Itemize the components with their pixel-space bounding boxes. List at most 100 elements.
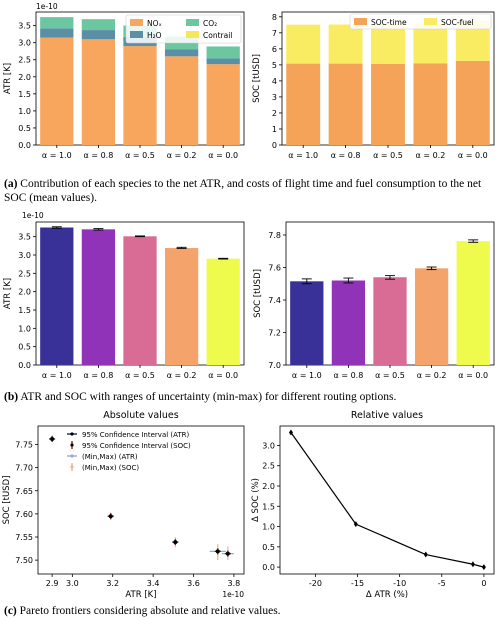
- b_right-xtick-label: α = 0.5: [375, 371, 405, 380]
- a-left-legend-swatch: [130, 31, 143, 38]
- chart-a-right: 0 1 2 3 4 5 6 7 8 SOC [tUSD] α = 1.0 α = 0.8 α = 0.5…: [252, 11, 495, 160]
- c-right-xtick-label: -10: [393, 579, 406, 588]
- a-left-legend-swatch: [186, 19, 199, 26]
- b_right-ytick-label: 7.0: [268, 361, 281, 370]
- a-right-ytick-label: 0: [272, 141, 277, 150]
- a-left-bar-0: [164, 56, 199, 146]
- b_left-scale-label: 1e-10: [22, 211, 44, 220]
- a-left-ytick-label: 1.0: [18, 107, 31, 116]
- c-left-ytick-label: 7.55: [15, 533, 33, 542]
- a-right-bar-0: [328, 63, 363, 145]
- c-right-point: [470, 561, 475, 568]
- c-right-ytick-label: 1.0: [262, 523, 275, 532]
- a-right-bar-1: [371, 24, 405, 64]
- c-left-legend-dot: [70, 454, 74, 458]
- b_left-ytick-label: 3.5: [18, 233, 31, 242]
- b_right-ylabel: SOC [tUSD]: [253, 269, 263, 318]
- a-left-bar-2: [81, 19, 116, 31]
- a-left-xtick-label: α = 0.2: [167, 151, 197, 160]
- a-left-ylabel: ATR [K]: [3, 63, 13, 94]
- c-left-legend-dot: [70, 443, 74, 447]
- b_right-bar: [456, 241, 490, 365]
- b_right-xtick-label: α = 0.8: [334, 371, 364, 380]
- a-left-legend-label: NOₓ: [147, 19, 162, 28]
- c-left-point: [50, 436, 55, 441]
- a-left-bar-1: [164, 49, 199, 57]
- a-left-xtick-label: α = 0.0: [208, 151, 238, 160]
- b_left-xtick-label: α = 0.8: [84, 371, 114, 380]
- b_right-xtick-label: α = 0.0: [458, 371, 488, 380]
- b_right-ytick-label: 7.4: [268, 296, 281, 305]
- a-left-legend-label: Contrail: [203, 31, 232, 40]
- c-left-point: [108, 514, 113, 519]
- b_left-xtick-label: α = 1.0: [42, 371, 72, 380]
- a-right-bar-0: [455, 60, 490, 146]
- b_right-xtick-label: α = 0.2: [417, 371, 447, 380]
- a-right-legend-swatch: [354, 18, 367, 25]
- b_left-bar: [40, 227, 74, 365]
- a-left-ytick-label: 0.5: [18, 124, 31, 133]
- b_right-xtick-label: α = 1.0: [292, 371, 322, 380]
- a-right-xtick-label: α = 1.0: [288, 151, 318, 160]
- c-left-point: [215, 549, 220, 554]
- c-left-title: Absolute values: [103, 410, 178, 421]
- b_left-ytick-label: 1.0: [18, 324, 31, 333]
- b_left-xtick-label: α = 0.2: [167, 371, 197, 380]
- a-right-ytick-label: 2: [272, 109, 277, 118]
- c-left-xtick-label: 3.6: [187, 579, 200, 588]
- c-right-point: [481, 564, 486, 571]
- a-left-ytick-label: 3.5: [18, 22, 31, 31]
- a-left-ytick-label: 0.0: [18, 141, 31, 150]
- caption-c-label: (c): [4, 605, 17, 617]
- c-left-legend-label: (Min,Max) (SOC): [82, 464, 139, 472]
- a-left-ytick-label: 3.0: [18, 39, 31, 48]
- caption-a: (a) Contribution of each species to the …: [4, 177, 496, 205]
- b_left-ylabel: ATR [K]: [3, 278, 13, 309]
- c-right-xtick-label: -20: [309, 579, 322, 588]
- c-right-ytick-label: 3.0: [262, 441, 275, 450]
- c-left-plot-frame: [37, 425, 245, 575]
- a-right-bar-1: [286, 24, 321, 64]
- a-right-bar-0: [286, 63, 321, 145]
- a-right-xtick-label: α = 0.0: [458, 151, 488, 160]
- a-left-bar-0: [123, 46, 157, 145]
- caption-a-label: (a): [4, 178, 18, 190]
- caption-b-text: ATR and SOC with ranges of uncertainty (…: [20, 391, 397, 403]
- a-left-legend-label: CO₂: [203, 19, 217, 28]
- a-right-xtick-label: α = 0.5: [373, 151, 403, 160]
- c-right-xtick-label: 0: [481, 579, 486, 588]
- caption-c: (c) Pareto frontiers considering absolut…: [4, 604, 496, 618]
- b_left-xtick-label: α = 0.5: [125, 371, 155, 380]
- c-left-ytick-label: 7.75: [15, 441, 33, 450]
- b_left-ytick-label: 3.0: [18, 251, 31, 260]
- a-left-bar-1: [206, 58, 240, 65]
- c-left-ytick-label: 7.70: [15, 464, 33, 473]
- a-right-ytick-label: 6: [272, 45, 277, 54]
- a-left-legend-box: [125, 14, 242, 44]
- b_right-bar: [331, 280, 366, 365]
- a-left-bar-0: [40, 37, 74, 146]
- c-right-title: Relative values: [351, 410, 423, 421]
- b_left-bar: [164, 248, 199, 365]
- c-left-scale-label: 1e-10: [222, 590, 244, 599]
- a-left-legend-swatch: [186, 31, 199, 38]
- c-left-ylabel: SOC [tUSD]: [2, 476, 12, 525]
- a-left-xtick-label: α = 0.5: [125, 151, 155, 160]
- caption-b-label: (b): [4, 391, 19, 403]
- c-left-legend-label: 95% Confidence Interval (SOC): [82, 442, 191, 450]
- a-right-legend-label: SOC-fuel: [441, 18, 474, 27]
- b_left-bar: [206, 258, 240, 365]
- c-right-xtick-label: -15: [351, 579, 364, 588]
- a-left-legend-label: H₂O: [147, 31, 162, 40]
- c-left-legend-label: 95% Confidence Interval (ATR): [82, 431, 190, 439]
- a-right-ytick-label: 5: [272, 61, 277, 70]
- a-right-bar-1: [413, 23, 448, 64]
- b_right-ytick-label: 7.8: [268, 231, 281, 240]
- a-left-xtick-label: α = 0.8: [84, 151, 114, 160]
- c-left-legend-label: (Min,Max) (ATR): [82, 453, 138, 461]
- a-left-bar-1: [81, 30, 116, 40]
- c-right-ytick-label: 1.5: [262, 502, 275, 511]
- a-right-legend-swatch: [424, 18, 437, 25]
- c-right-plot-frame: [279, 425, 495, 575]
- c-right-ytick-label: 2.0: [262, 482, 275, 491]
